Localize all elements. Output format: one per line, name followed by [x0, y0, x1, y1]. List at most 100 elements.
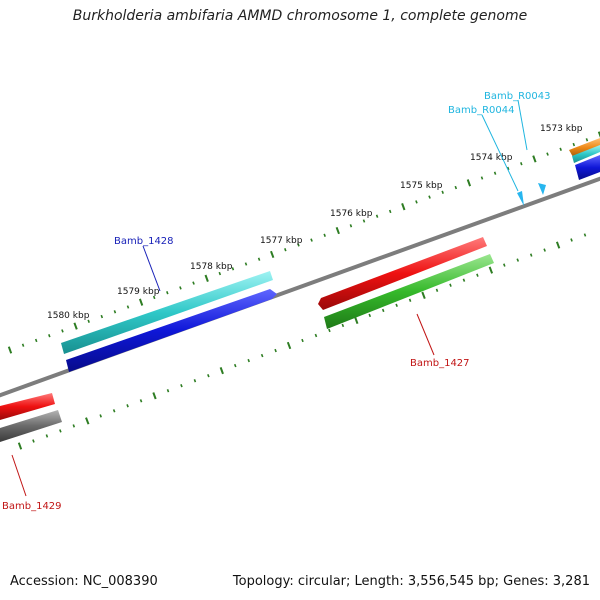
feature-bamb-1427-green[interactable]: [324, 254, 494, 329]
gene-label-bamb-1427[interactable]: Bamb_1427: [410, 358, 470, 369]
tick-mark-upper: [138, 298, 144, 306]
tick-mark-upper: [546, 152, 549, 156]
tick-mark-lower: [207, 374, 210, 378]
tick-mark-lower: [286, 341, 292, 350]
feature-orange-edge[interactable]: [569, 138, 600, 157]
rna-marker-r0043-icon[interactable]: [538, 183, 546, 195]
genome-title: Burkholderia ambifaria AMMD chromosome 1…: [72, 8, 528, 24]
tick-mark-lower: [219, 367, 224, 375]
tick-mark-lower: [354, 316, 359, 325]
tick-mark-lower: [408, 298, 412, 302]
tick-label-1579: 1579 kbp: [117, 287, 160, 297]
tick-mark-lower: [435, 288, 439, 292]
tick-mark-upper: [152, 295, 156, 300]
tick-mark-upper: [559, 147, 562, 151]
gene-label-bamb-r0043[interactable]: Bamb_R0043: [484, 91, 550, 102]
feature-bamb-1429-gray[interactable]: [0, 410, 62, 442]
tick-mark-upper: [297, 243, 300, 247]
tick-labels: 1573 kbp 1574 kbp 1575 kbp 1576 kbp 1577…: [47, 124, 583, 321]
tick-mark-upper: [572, 142, 576, 147]
tick-mark-upper: [335, 226, 340, 235]
tick-mark-lower: [421, 291, 426, 299]
tick-mark-lower: [166, 389, 170, 393]
tick-mark-lower: [126, 404, 129, 408]
tick-mark-upper: [257, 257, 261, 261]
tick-mark-lower: [17, 442, 23, 450]
tick-label-1577: 1577 kbp: [260, 236, 303, 246]
tick-label-1574: 1574 kbp: [470, 153, 513, 163]
tick-mark-lower: [555, 241, 561, 249]
tick-mark-upper: [506, 166, 510, 171]
tick-mark-upper: [179, 286, 182, 290]
tick-mark-lower: [112, 409, 116, 413]
tick-mark-lower: [45, 434, 49, 438]
tick-track-upper: [7, 131, 600, 354]
tick-mark-upper: [375, 214, 379, 218]
gene-label-bamb-1429[interactable]: Bamb_1429: [2, 501, 62, 512]
tick-mark-upper: [231, 267, 235, 271]
tick-mark-upper: [466, 179, 472, 187]
tick-label-1576: 1576 kbp: [330, 209, 373, 219]
tick-track-lower: [17, 233, 587, 450]
tick-mark-lower: [529, 253, 533, 257]
tick-mark-lower: [139, 399, 143, 403]
tick-mark-lower: [180, 384, 183, 388]
tick-mark-lower: [32, 439, 35, 443]
tick-mark-upper: [73, 322, 78, 330]
tick-mark-lower: [301, 338, 304, 343]
tick-mark-upper: [388, 209, 392, 214]
tick-mark-upper: [428, 195, 431, 199]
tick-mark-upper: [34, 338, 38, 343]
tick-mark-lower: [328, 328, 331, 333]
tick-mark-lower: [516, 258, 520, 262]
tick-mark-upper: [218, 271, 222, 276]
tick-label-1578: 1578 kbp: [190, 262, 233, 272]
feature-cyan-edge[interactable]: [572, 145, 600, 163]
tick-mark-lower: [247, 358, 250, 363]
tick-mark-lower: [314, 333, 318, 338]
tick-mark-upper: [520, 162, 523, 166]
gene-label-bamb-1428[interactable]: Bamb_1428: [114, 236, 174, 247]
tick-mark-upper: [585, 138, 589, 142]
tick-mark-upper: [493, 171, 497, 175]
leader-line-bamb-r0044: [481, 114, 519, 192]
tick-mark-lower: [274, 348, 277, 353]
feature-bamb-1428-cyan[interactable]: [61, 271, 273, 354]
tick-mark-lower: [462, 278, 466, 282]
tick-mark-upper: [415, 200, 418, 204]
tick-mark-upper: [597, 131, 600, 138]
tick-mark-upper: [87, 319, 90, 323]
tick-mark-lower: [85, 417, 90, 425]
tick-mark-lower: [59, 429, 62, 433]
tick-mark-lower: [488, 266, 494, 274]
tick-mark-upper: [480, 176, 484, 180]
tick-mark-upper: [310, 238, 313, 242]
tick-mark-lower: [341, 323, 345, 328]
tick-mark-upper: [284, 248, 287, 252]
tick-mark-upper: [113, 310, 117, 314]
tick-mark-upper: [100, 314, 104, 319]
feature-blue-edge[interactable]: [575, 155, 600, 180]
feature-bamb-1428-blue[interactable]: [66, 289, 277, 372]
tick-mark-lower: [503, 263, 506, 267]
tick-mark-lower: [583, 233, 587, 237]
tick-mark-lower: [260, 353, 264, 358]
tick-mark-lower: [99, 414, 102, 418]
rna-marker-r0044-icon[interactable]: [517, 191, 524, 206]
gene-label-bamb-r0044[interactable]: Bamb_R0044: [448, 105, 514, 116]
tick-mark-lower: [368, 313, 372, 318]
leader-line-bamb-1427: [416, 313, 435, 356]
feature-bamb-1427-red[interactable]: [318, 237, 487, 310]
feature-bamb-1429-red[interactable]: [0, 393, 55, 420]
tick-mark-upper: [532, 155, 537, 163]
genome-stats-text: Topology: circular; Length: 3,556,545 bp…: [232, 574, 590, 589]
leader-line-bamb-1429: [11, 454, 27, 497]
tick-mark-lower: [381, 308, 385, 313]
tick-mark-upper: [401, 203, 406, 211]
tick-mark-upper: [61, 329, 64, 333]
tick-mark-upper: [323, 233, 326, 237]
leader-line-bamb-r0043: [517, 99, 528, 151]
tick-label-1573: 1573 kbp: [540, 124, 583, 134]
tick-mark-lower: [543, 248, 546, 252]
